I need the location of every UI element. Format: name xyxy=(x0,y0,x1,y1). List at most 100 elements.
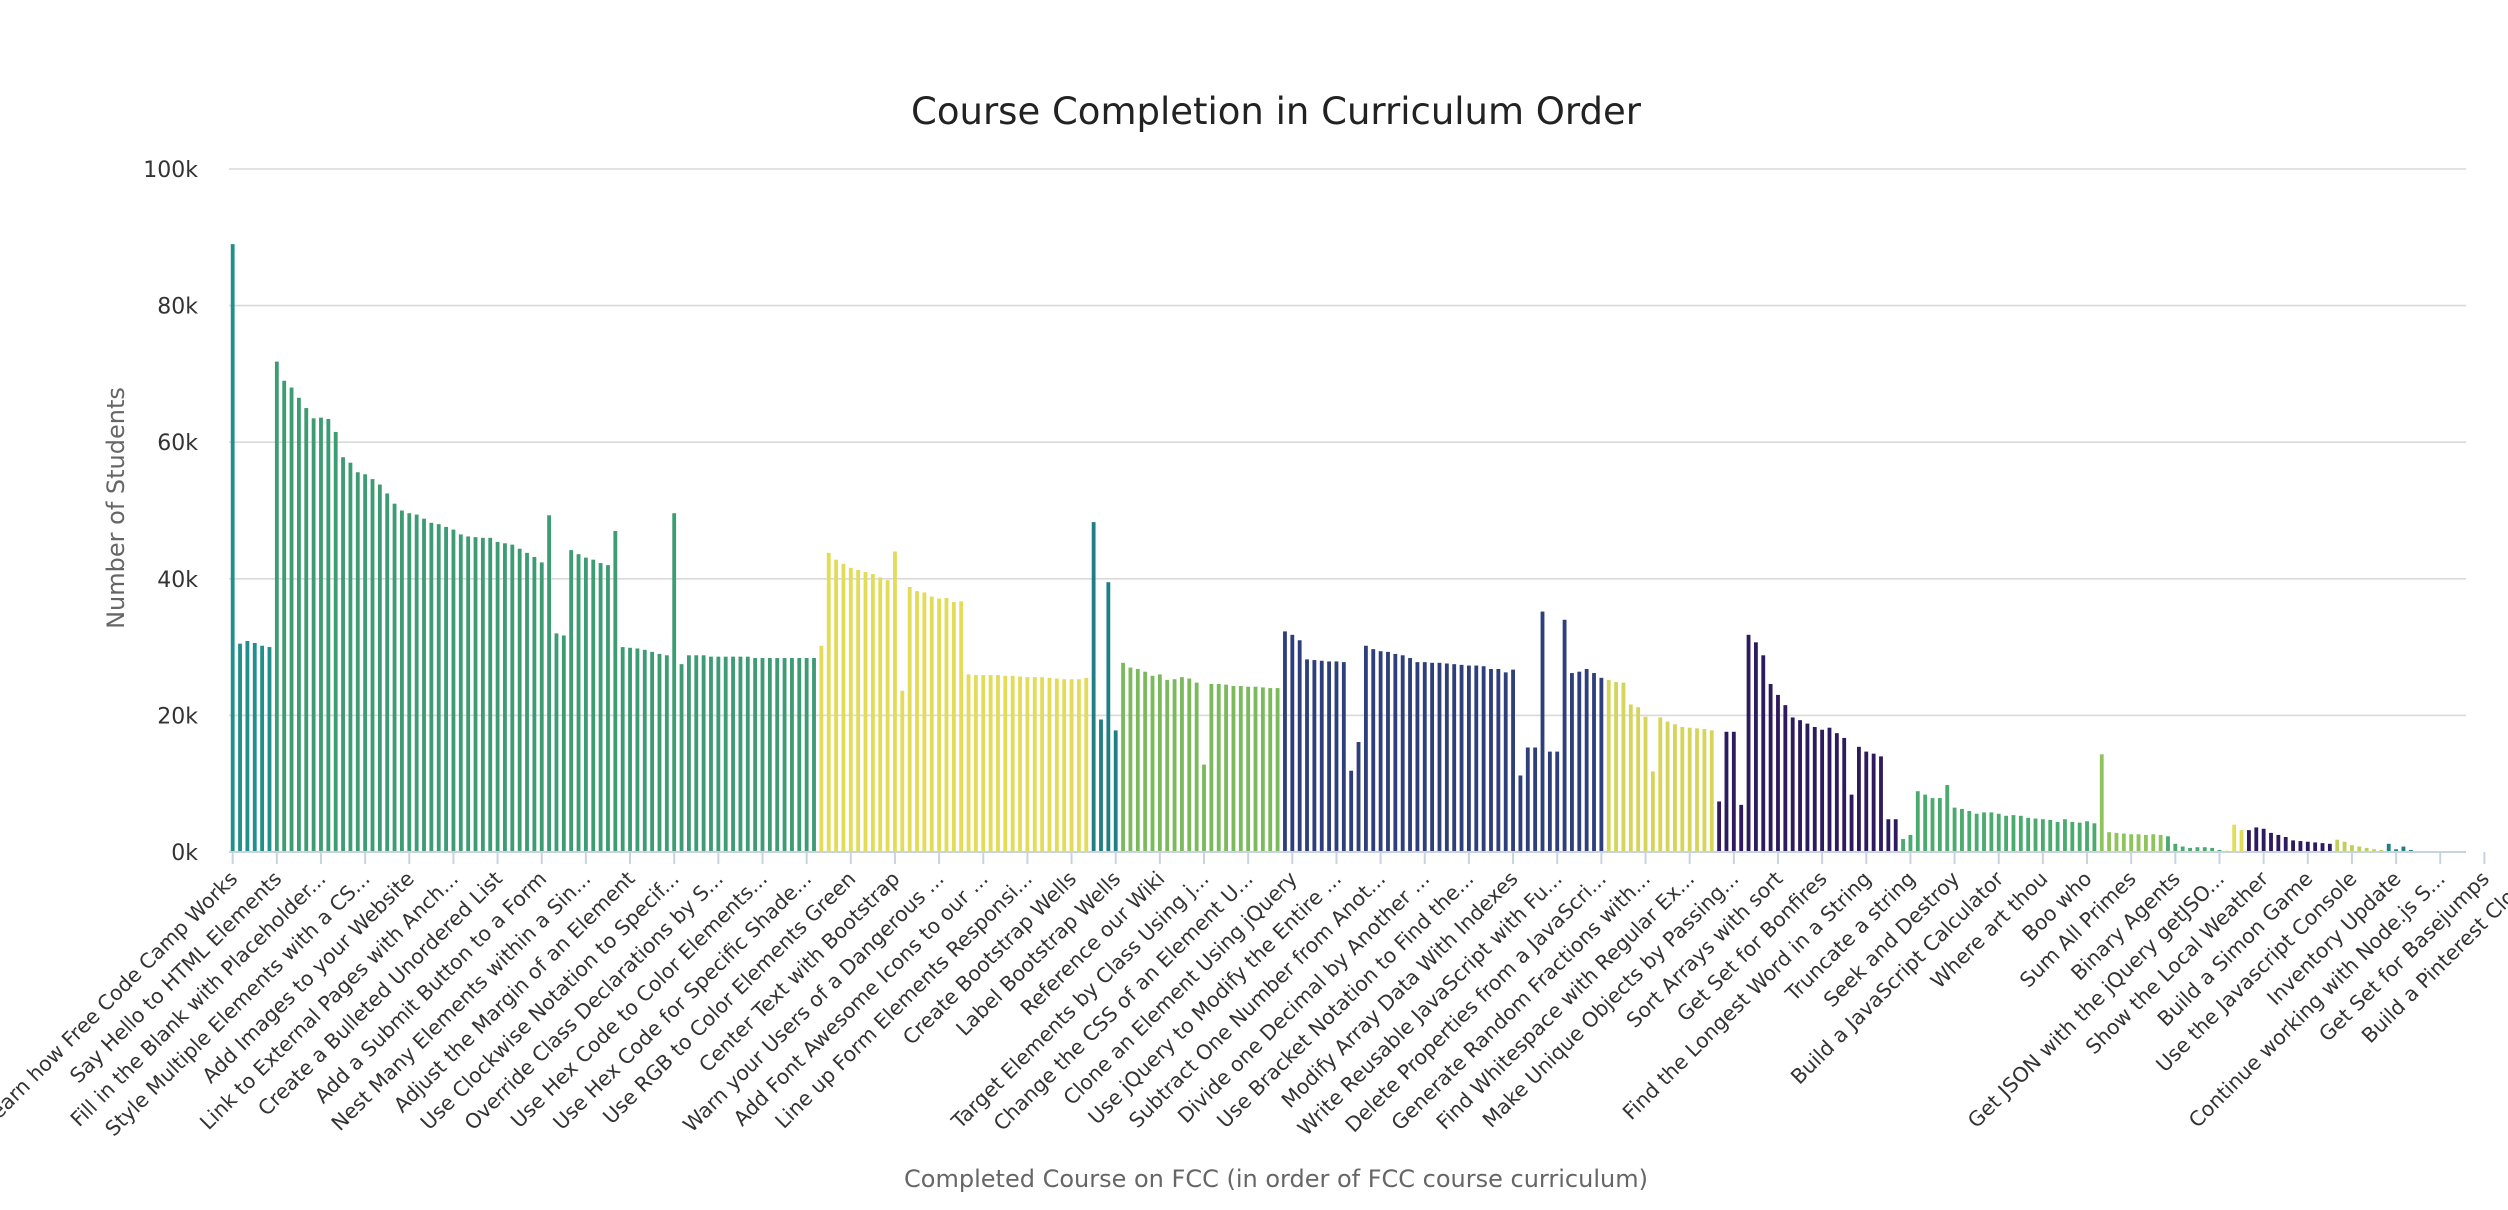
bar xyxy=(2232,824,2237,852)
y-tick-label: 80k xyxy=(157,295,198,320)
bar xyxy=(2350,845,2354,852)
bar xyxy=(1319,660,1324,852)
bar xyxy=(2327,843,2332,852)
gridlines xyxy=(229,168,2466,717)
bar xyxy=(1511,669,1515,852)
bar xyxy=(679,664,684,852)
bar xyxy=(1665,721,1670,852)
bar xyxy=(1032,677,1037,852)
bar xyxy=(1202,764,1206,852)
bar xyxy=(1135,668,1140,852)
bar xyxy=(1209,683,1214,852)
bar xyxy=(451,529,456,852)
bar xyxy=(532,556,537,852)
bar xyxy=(841,563,846,852)
bar xyxy=(1996,813,2001,852)
bar xyxy=(2283,836,2288,852)
y-tick-label: 100k xyxy=(143,158,198,183)
bar xyxy=(1224,684,1228,852)
bar xyxy=(2313,842,2318,852)
bar xyxy=(1650,771,1655,852)
bar xyxy=(510,544,515,852)
bar xyxy=(606,565,610,852)
bar xyxy=(2092,823,2097,852)
bar xyxy=(1077,679,1081,852)
bar xyxy=(1238,686,1243,852)
bar xyxy=(988,675,993,852)
bar xyxy=(377,484,382,852)
bar xyxy=(2217,849,2222,852)
bar xyxy=(1489,668,1493,852)
bar xyxy=(1702,729,1707,852)
bar xyxy=(429,522,434,852)
bar xyxy=(2188,847,2192,852)
bar xyxy=(480,537,485,852)
bar xyxy=(1753,642,1758,852)
bar xyxy=(1783,705,1788,852)
bar xyxy=(1592,673,1596,852)
bar xyxy=(1054,678,1059,852)
bar xyxy=(1584,668,1589,852)
bar xyxy=(1761,655,1766,852)
bar xyxy=(2129,834,2134,852)
bar xyxy=(1945,785,1950,852)
bar xyxy=(1459,664,1464,852)
bar xyxy=(885,580,890,852)
bar xyxy=(569,550,574,852)
bar xyxy=(1047,677,1052,852)
bar xyxy=(1444,663,1449,852)
bar xyxy=(2011,815,2016,852)
bar xyxy=(1341,662,1346,852)
bar xyxy=(1930,798,1935,852)
bar xyxy=(812,658,816,852)
bar xyxy=(1739,804,1744,852)
bar xyxy=(311,418,316,852)
bar xyxy=(1805,723,1810,852)
bar xyxy=(2254,827,2259,852)
bar xyxy=(1982,812,1986,852)
bar xyxy=(547,515,552,852)
bar xyxy=(1923,794,1928,852)
bar xyxy=(2114,832,2119,852)
bar xyxy=(1018,676,1022,852)
bar xyxy=(951,602,956,852)
bar xyxy=(650,651,655,852)
bar xyxy=(1974,813,1979,852)
bar xyxy=(2040,819,2045,852)
bar xyxy=(1356,742,1361,852)
bar xyxy=(723,656,728,852)
bar xyxy=(1533,747,1538,852)
y-tick-label: 20k xyxy=(157,704,198,729)
bar xyxy=(2136,834,2141,852)
bar xyxy=(495,541,500,852)
bar xyxy=(797,658,802,852)
bar xyxy=(1467,665,1471,852)
bar xyxy=(392,503,397,852)
bar xyxy=(1746,634,1751,852)
bar xyxy=(1062,679,1067,852)
bar xyxy=(848,567,853,852)
bar xyxy=(1960,808,1964,852)
bar xyxy=(1680,727,1685,852)
bar xyxy=(436,524,441,852)
bar xyxy=(2408,849,2413,852)
bar xyxy=(1871,753,1876,852)
bar xyxy=(1724,731,1729,852)
bar xyxy=(1540,611,1545,852)
bar xyxy=(1400,655,1405,852)
bar xyxy=(760,658,765,852)
bar xyxy=(628,647,632,852)
bar xyxy=(1422,662,1427,852)
bar xyxy=(1165,679,1170,852)
bar xyxy=(1437,662,1442,852)
bar xyxy=(981,675,986,852)
bar xyxy=(414,514,419,852)
bar xyxy=(1010,675,1015,852)
bar xyxy=(1790,717,1795,852)
bar xyxy=(2379,849,2384,852)
bar xyxy=(252,643,257,852)
y-tick-label: 0k xyxy=(171,841,198,866)
bar xyxy=(2195,847,2200,852)
bar xyxy=(709,656,713,852)
bar xyxy=(1231,686,1236,852)
